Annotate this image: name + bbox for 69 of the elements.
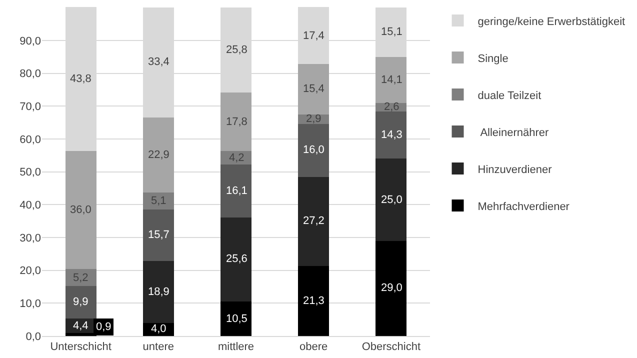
bar [298, 64, 330, 115]
legend-label: Hinzuverdiener [478, 164, 552, 176]
data-label: 4,4 [73, 320, 88, 332]
data-label: 2,6 [384, 101, 400, 113]
data-label: 18,9 [148, 286, 170, 298]
data-label: 5,1 [151, 195, 166, 207]
bar [376, 112, 407, 159]
data-label: 14,3 [381, 129, 402, 141]
y-tick-label: 10,0 [20, 298, 41, 310]
data-label: 17,8 [226, 116, 248, 128]
y-tick-label: 70,0 [20, 101, 41, 113]
legend-label: geringe/keine Erwerbstätigkeit [478, 16, 626, 28]
bar [142, 117, 174, 193]
bar [376, 158, 407, 241]
y-tick-label: 20,0 [20, 265, 41, 278]
bar [142, 260, 174, 323]
data-label: 17,4 [303, 30, 324, 42]
data-label: 25,6 [226, 253, 248, 265]
data-label: 22,9 [148, 149, 170, 161]
data-label: 36,0 [70, 204, 92, 216]
bar [220, 302, 252, 336]
legend-label: Mehrfachverdiener [478, 200, 570, 213]
data-label: 43,8 [70, 73, 92, 85]
data-label: 15,4 [303, 83, 324, 95]
data-label: 25,0 [381, 194, 402, 206]
data-label: 16,0 [303, 144, 324, 156]
data-label: 10,5 [226, 313, 248, 325]
bar [298, 266, 330, 336]
data-label: 14,1 [381, 74, 402, 86]
y-tick-label: 30,0 [20, 232, 41, 244]
bar [298, 176, 330, 266]
data-label: 27,2 [303, 215, 324, 227]
x-tick-label: Unterschicht [50, 341, 112, 354]
data-label: 2,9 [306, 113, 322, 125]
data-label: 15,1 [381, 26, 402, 38]
x-tick-label: obere [300, 341, 328, 354]
bar [220, 164, 252, 218]
data-label: 33,4 [148, 56, 170, 68]
y-tick-label: 90,0 [20, 35, 41, 48]
y-tick-label: 40,0 [20, 200, 41, 212]
data-label: 9,9 [73, 296, 88, 308]
data-label: 25,8 [226, 44, 248, 56]
data-label: 4,2 [229, 152, 244, 164]
bar [142, 192, 174, 210]
data-label: 16,1 [226, 185, 248, 197]
bar [376, 56, 407, 104]
data-label: 29,0 [381, 282, 402, 294]
data-label: 5,2 [73, 272, 88, 284]
data-label: 4,0 [151, 323, 166, 335]
y-tick-label: 0,0 [26, 330, 41, 343]
bar [298, 124, 330, 177]
y-tick-label: 60,0 [20, 134, 41, 146]
bar [376, 240, 407, 336]
data-label: 15,7 [148, 229, 170, 241]
legend-label: Single [478, 52, 508, 65]
legend-label: Alleinernährer [478, 126, 550, 139]
bar [220, 217, 252, 302]
legend-label: duale Teilzeit [478, 90, 542, 102]
bar [65, 286, 96, 319]
x-tick-label: mittlere [218, 341, 254, 354]
x-tick-label: Oberschicht [362, 341, 421, 354]
data-label: 21,3 [303, 295, 324, 307]
y-tick-label: 50,0 [20, 166, 41, 179]
bar [142, 209, 174, 261]
data-label: 0,9 [96, 321, 112, 333]
bar [220, 92, 252, 151]
y-tick-label: 80,0 [20, 68, 41, 80]
bar [65, 150, 96, 270]
x-tick-label: untere [142, 341, 174, 354]
